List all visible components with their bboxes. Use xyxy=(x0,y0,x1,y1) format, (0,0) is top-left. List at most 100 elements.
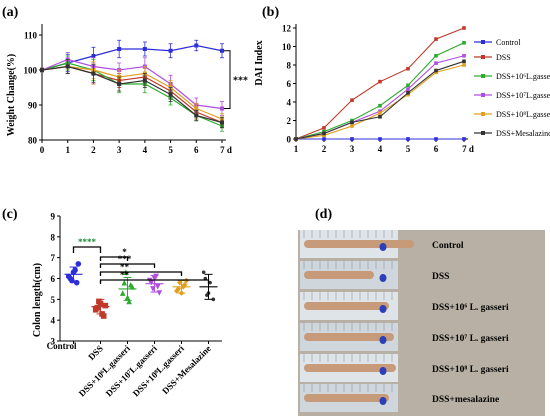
chart-a-line-control xyxy=(41,44,223,71)
photo-label-dss: DSS xyxy=(432,272,449,282)
chart-c-ytick-label: 8 xyxy=(51,232,56,242)
photo-label-l7: DSS+10⁷ L. gasseri xyxy=(432,334,509,344)
chart-c-point xyxy=(73,279,80,286)
legend-label-control: Control xyxy=(496,38,521,47)
chart-a-point xyxy=(168,92,173,97)
legend-label-l7: DSS+10⁷L.gasseri xyxy=(496,91,550,100)
chart-b-point xyxy=(406,92,410,97)
chart-a-point xyxy=(40,68,44,72)
chart-c-sig-bracket xyxy=(99,271,183,276)
chart-c-point xyxy=(102,302,109,309)
chart-b-point xyxy=(406,90,410,95)
chart-c-ytick-label: 3 xyxy=(51,337,56,347)
chart-c-xtick-label: DSS xyxy=(86,343,105,362)
chart-b-point xyxy=(434,70,438,75)
chart-a-significance-label: *** xyxy=(233,76,248,87)
chart-b-point xyxy=(378,111,382,115)
chart-b-xtick-label: 3 xyxy=(350,144,355,154)
chart-b-point xyxy=(350,124,354,128)
photo-colon xyxy=(304,240,414,248)
chart-c-point xyxy=(201,270,206,275)
chart-b-xtick-label: 1 xyxy=(294,144,299,154)
photo-rows: Control DSS DSS+10⁶ L. gasseri DSS+10⁷ L. g… xyxy=(300,230,509,412)
chart-a-ylabel: Weight Change(%) xyxy=(6,54,17,137)
chart-c-sig-label: **** xyxy=(78,237,97,247)
chart-c-point xyxy=(67,275,74,282)
chart-b-point xyxy=(406,83,410,88)
chart-c-ytick-label: 7 xyxy=(51,253,56,263)
photo-blue-marker xyxy=(379,243,387,251)
chart-c-sig-bracket xyxy=(99,263,156,268)
chart-a-ytick-label: 100 xyxy=(24,66,38,76)
chart-b-point xyxy=(434,137,438,141)
photo-label-l8: DSS+10⁸ L. gasseri xyxy=(432,365,509,375)
chart-b-point xyxy=(462,41,466,45)
chart-b-xtick-label: 5 xyxy=(406,144,411,154)
chart-b-point xyxy=(350,120,354,125)
chart-a-point xyxy=(194,113,199,118)
chart-c-sig-label: ** xyxy=(120,270,130,280)
chart-b-point xyxy=(378,103,382,108)
chart-b-point xyxy=(434,61,438,65)
legend-swatch-marker xyxy=(481,40,485,44)
panel-label-d: (d) xyxy=(315,207,332,222)
chart-b-line-l8 xyxy=(295,64,465,140)
chart-b-xtick-label: 7 d xyxy=(462,144,474,154)
photo-blue-marker xyxy=(379,397,387,405)
chart-a-line-l7 xyxy=(41,58,223,110)
chart-a-point xyxy=(220,48,224,53)
legend-swatch-marker xyxy=(481,55,485,59)
chart-a-point xyxy=(194,106,199,111)
chart-a-point xyxy=(117,82,122,86)
chart-a-xtick-label: 7 d xyxy=(220,145,232,155)
chart-b-point xyxy=(378,109,382,114)
chart-a-point xyxy=(117,47,122,51)
chart-b-point xyxy=(322,131,326,136)
chart-c-point xyxy=(75,261,82,267)
photo-label-l6: DSS+10⁶ L. gasseri xyxy=(432,303,509,313)
photo-colon xyxy=(304,333,394,341)
chart-c-point xyxy=(156,290,163,296)
chart-b-line-l7 xyxy=(295,55,465,140)
chart-b-point xyxy=(462,137,466,141)
chart-a-xtick-label: 1 xyxy=(65,145,70,155)
chart-b-point xyxy=(434,37,438,41)
chart-c-ytick-label: 9 xyxy=(51,212,56,222)
chart-b-point xyxy=(350,118,354,123)
colon-photo: Control DSS DSS+10⁶ L. gasseri DSS+10⁷ L. g… xyxy=(298,230,545,416)
chart-c-point xyxy=(100,313,107,319)
panel-label-a: (a) xyxy=(2,5,19,20)
photo-colon xyxy=(304,394,389,402)
chart-b-point xyxy=(322,129,326,134)
chart-a: Weight Change(%) 80 90 100 110 0 1 2 3 4 5 6 7 d *** xyxy=(6,24,248,155)
chart-b-ytick-label: 2 xyxy=(287,116,292,126)
chart-b-xtick-label: 6 xyxy=(434,144,439,154)
chart-b-point xyxy=(322,137,326,141)
legend-swatch-marker xyxy=(481,131,485,135)
chart-c-ytick-label: 6 xyxy=(51,274,56,284)
chart-b-point xyxy=(434,53,438,58)
photo-blue-marker xyxy=(379,367,387,375)
photo-colon xyxy=(304,302,389,310)
chart-b-point xyxy=(406,66,410,71)
chart-b-ytick-label: 6 xyxy=(287,79,292,89)
chart-b-point xyxy=(350,98,354,102)
chart-b-point xyxy=(322,133,326,138)
legend-swatch-marker xyxy=(481,93,485,97)
chart-c-point xyxy=(94,304,101,311)
legend-label-l6: DSS+10⁶L.gasseri xyxy=(496,72,550,81)
chart-b-xtick-label: 2 xyxy=(322,144,327,154)
chart-b-ytick-label: 8 xyxy=(287,61,292,71)
chart-b-ytick-label: 0 xyxy=(287,135,292,145)
chart-b-xtick-label: 4 xyxy=(378,144,383,154)
chart-a-xtick-label: 3 xyxy=(117,145,122,155)
chart-c-point xyxy=(154,284,161,290)
chart-b-line-l6 xyxy=(295,42,465,140)
chart-b-ylabel: DAI Index xyxy=(254,40,265,85)
chart-c-ytick-label: 5 xyxy=(51,295,56,305)
chart-a-significance-bracket xyxy=(224,50,231,109)
photo-blue-marker xyxy=(379,336,387,344)
chart-a-point xyxy=(65,64,70,69)
